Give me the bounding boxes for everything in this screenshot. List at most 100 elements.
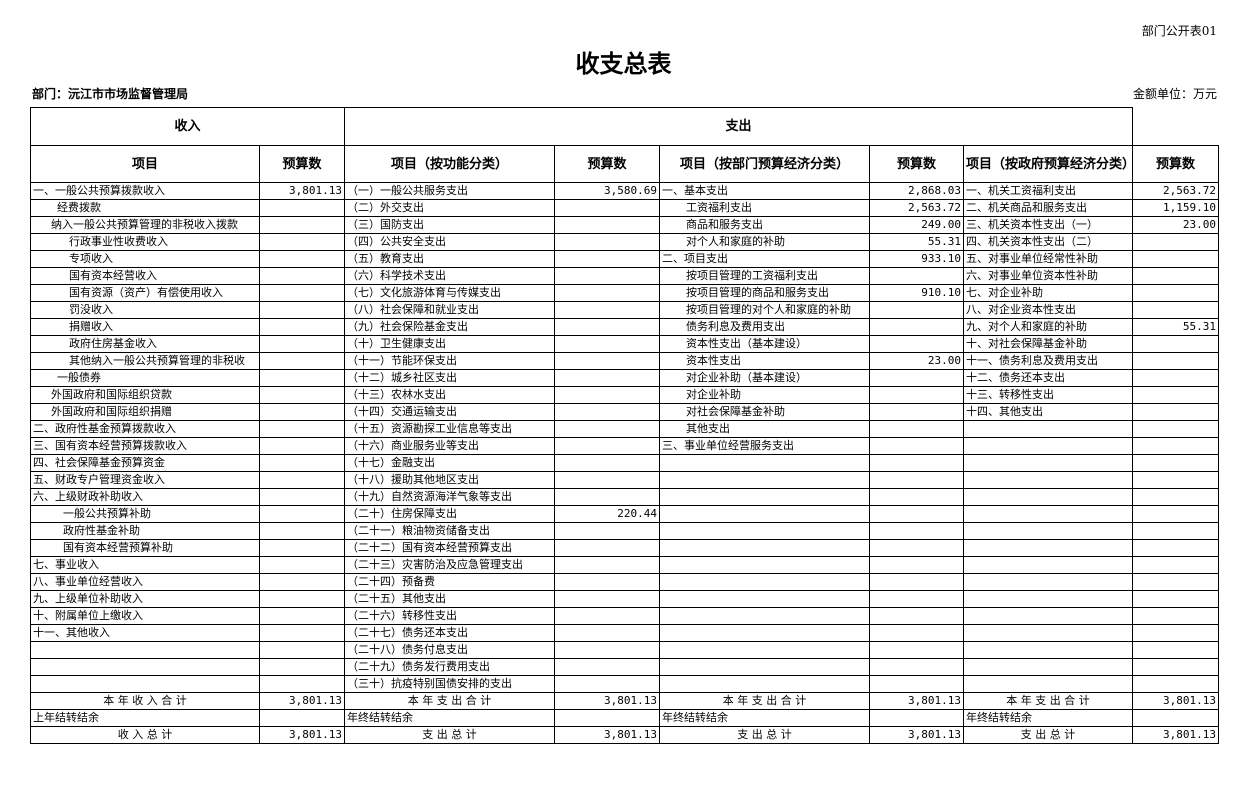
- year-income-cell: 本 年 收 入 合 计: [30, 692, 260, 710]
- func-item: （十四）交通运输支出: [344, 403, 555, 421]
- func-budget: [554, 488, 660, 506]
- dept-item: 对个人和家庭的补助: [659, 233, 870, 251]
- dept-item: [659, 522, 870, 540]
- dept-budget: [869, 471, 964, 489]
- income-item: 一、一般公共预算拨款收入: [30, 182, 260, 200]
- func-budget: [554, 403, 660, 421]
- income-header: 收入: [30, 107, 345, 146]
- page-title: 收支总表: [575, 49, 672, 78]
- table-row: 外国政府和国际组织贷款 （十三）农林水支出 对企业补助 十三、转移性支出: [30, 386, 1219, 404]
- func-item: （三）国防支出: [344, 216, 555, 234]
- gov-budget: [1132, 658, 1219, 676]
- gov-item: 九、对个人和家庭的补助: [963, 318, 1133, 336]
- dept-budget: 2,563.72: [869, 199, 964, 217]
- income-budget: [259, 437, 345, 455]
- dept-item: 按项目管理的对个人和家庭的补助: [659, 301, 870, 319]
- expense-header: 支出: [344, 107, 1133, 146]
- dept-item: [659, 471, 870, 489]
- func-budget: [554, 216, 660, 234]
- income-item: 十、附属单位上缴收入: [30, 607, 260, 625]
- col-item-dept: 项目（按部门预算经济分类）: [659, 145, 870, 183]
- gov-item: [963, 539, 1133, 557]
- table-row: 一般债券 （十二）城乡社区支出 对企业补助（基本建设） 十二、债务还本支出: [30, 369, 1219, 387]
- gov-budget: [1132, 335, 1219, 353]
- gov-budget: [1132, 267, 1219, 285]
- gov-budget: 2,563.72: [1132, 182, 1219, 200]
- dept-budget: 2,868.03: [869, 182, 964, 200]
- year-expense-val-cell: 3,801.13: [1132, 692, 1219, 710]
- func-budget: [554, 658, 660, 676]
- col-item-func: 项目（按功能分类）: [344, 145, 555, 183]
- dept-budget: [869, 641, 964, 659]
- dept-item: 对企业补助（基本建设）: [659, 369, 870, 387]
- year-income-val-cell: 3,801.13: [259, 692, 345, 710]
- func-item: （六）科学技术支出: [344, 267, 555, 285]
- func-budget: [554, 318, 660, 336]
- func-budget: [554, 539, 660, 557]
- func-item: （二十四）预备费: [344, 573, 555, 591]
- gov-budget: [1132, 522, 1219, 540]
- dept-budget: [869, 505, 964, 523]
- gov-item: [963, 675, 1133, 693]
- income-budget: [259, 556, 345, 574]
- col-budget: 预算数: [1132, 145, 1219, 183]
- income-budget: [259, 216, 345, 234]
- income-budget: [259, 352, 345, 370]
- gov-item: 十四、其他支出: [963, 403, 1133, 421]
- income-item: 国有资源（资产）有偿使用收入: [30, 284, 260, 302]
- carry-out-cell: 年终结转结余: [659, 709, 870, 727]
- dept-budget: [869, 403, 964, 421]
- func-item: （十八）援助其他地区支出: [344, 471, 555, 489]
- dept-budget: [869, 556, 964, 574]
- col-item: 项目: [30, 145, 260, 183]
- func-item: （十二）城乡社区支出: [344, 369, 555, 387]
- income-item: [30, 641, 260, 659]
- func-item: （二十一）粮油物资储备支出: [344, 522, 555, 540]
- func-item: （七）文化旅游体育与传媒支出: [344, 284, 555, 302]
- dept-budget: [869, 386, 964, 404]
- gov-item: 八、对企业资本性支出: [963, 301, 1133, 319]
- income-item: 纳入一般公共预算管理的非税收入拨款: [30, 216, 260, 234]
- dept-budget: 55.31: [869, 233, 964, 251]
- dept-budget: [869, 573, 964, 591]
- func-budget: [554, 471, 660, 489]
- dept-item: 其他支出: [659, 420, 870, 438]
- carry-in-cell: 上年结转结余: [30, 709, 260, 727]
- gov-item: [963, 556, 1133, 574]
- grand-total-row: 收 入 总 计 3,801.13 支 出 总 计 3,801.13 支 出 总 计 3,8…: [30, 726, 1219, 744]
- dept-budget: [869, 522, 964, 540]
- dept-budget: [869, 318, 964, 336]
- func-item: （二十）住房保障支出: [344, 505, 555, 523]
- income-budget: [259, 403, 345, 421]
- income-budget: [259, 301, 345, 319]
- gov-item: [963, 624, 1133, 642]
- income-budget: [259, 641, 345, 659]
- gov-item: [963, 437, 1133, 455]
- table-row: 八、事业单位经营收入 （二十四）预备费: [30, 573, 1219, 591]
- table-row: 行政事业性收费收入 （四）公共安全支出 对个人和家庭的补助 55.31 四、机关资本性支…: [30, 233, 1219, 251]
- dept-budget: [869, 624, 964, 642]
- carry-out-cell: 年终结转结余: [344, 709, 555, 727]
- income-item: 经费拨款: [30, 199, 260, 217]
- department-label: 部门：沅江市市场监督管理局: [32, 87, 189, 101]
- dept-item: 对社会保障基金补助: [659, 403, 870, 421]
- income-budget: [259, 471, 345, 489]
- gov-item: 十、对社会保障基金补助: [963, 335, 1133, 353]
- income-budget: [259, 420, 345, 438]
- dept-item: 对企业补助: [659, 386, 870, 404]
- gov-budget: [1132, 488, 1219, 506]
- table-row: 六、上级财政补助收入 （十九）自然资源海洋气象等支出: [30, 488, 1219, 506]
- table-row: 十、附属单位上缴收入 （二十六）转移性支出: [30, 607, 1219, 625]
- func-item: （二十八）债务付息支出: [344, 641, 555, 659]
- income-item: 一般债券: [30, 369, 260, 387]
- table-row: 一般公共预算补助 （二十）住房保障支出 220.44: [30, 505, 1219, 523]
- dept-budget: [869, 267, 964, 285]
- func-budget: [554, 437, 660, 455]
- income-budget: 3,801.13: [259, 182, 345, 200]
- gov-item: [963, 505, 1133, 523]
- gov-item: [963, 522, 1133, 540]
- func-item: （四）公共安全支出: [344, 233, 555, 251]
- empty-cell: [869, 709, 964, 727]
- gov-budget: [1132, 301, 1219, 319]
- dept-budget: [869, 420, 964, 438]
